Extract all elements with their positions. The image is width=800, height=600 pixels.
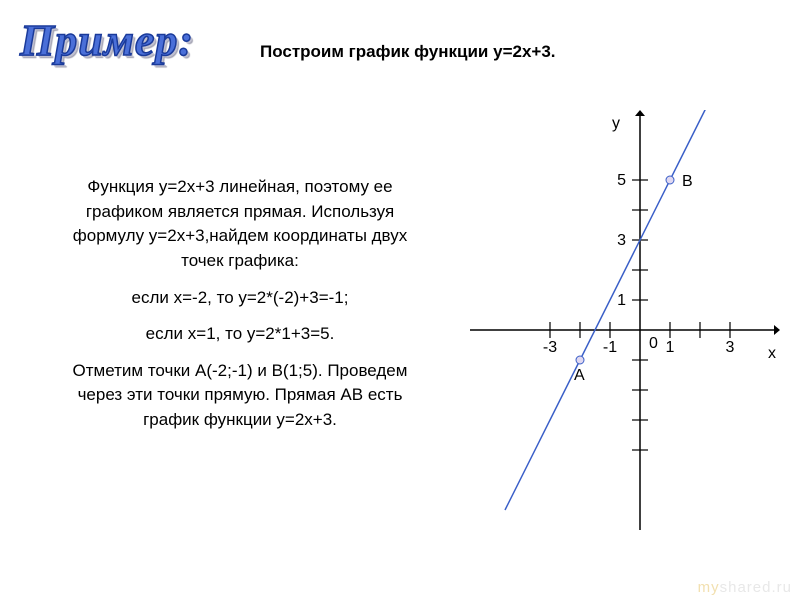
line-chart: -3 -1 1 3 1 3 5 0 x y A B [470, 110, 780, 530]
svg-text:y: y [612, 115, 620, 132]
watermark-suffix: shared.ru [720, 579, 792, 596]
page-heading: Построим график функции y=2x+3. [260, 42, 556, 62]
svg-text:1: 1 [617, 292, 626, 309]
svg-text:-1: -1 [603, 339, 617, 356]
body-paragraph: если x=-2, то y=2*(-2)+3=-1; [50, 286, 430, 311]
svg-text:-3: -3 [543, 339, 557, 356]
svg-text:0: 0 [649, 335, 658, 352]
body-paragraph: Отметим точки A(-2;-1) и B(1;5). Проведе… [50, 359, 430, 433]
svg-text:1: 1 [666, 339, 675, 356]
svg-text:B: B [682, 173, 693, 190]
watermark-prefix: my [698, 579, 720, 596]
svg-text:3: 3 [617, 232, 626, 249]
body-paragraph: если x=1, то y=2*1+3=5. [50, 322, 430, 347]
watermark: myshared.ru [698, 579, 792, 596]
svg-text:A: A [574, 367, 585, 384]
wordart-title: Пример: [20, 15, 194, 66]
svg-text:x: x [768, 345, 776, 362]
svg-text:3: 3 [726, 339, 735, 356]
svg-text:5: 5 [617, 172, 626, 189]
body-paragraph: Функция y=2x+3 линейная, поэтому ее граф… [50, 175, 430, 274]
body-text: Функция y=2x+3 линейная, поэтому ее граф… [50, 175, 430, 445]
